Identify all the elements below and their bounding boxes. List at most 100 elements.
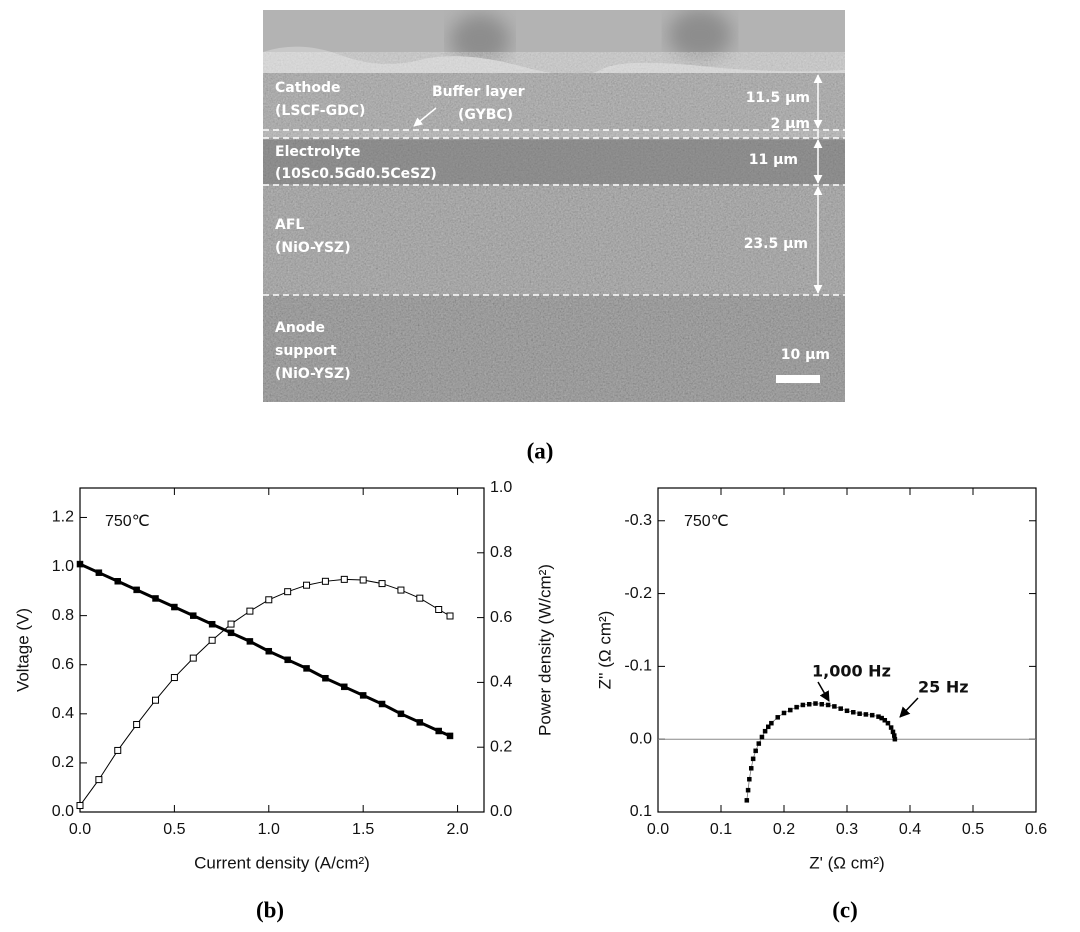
x-tick-label: 1.0 (258, 821, 280, 838)
x-tick-label: 0.0 (647, 821, 669, 838)
y-axis-title: Voltage (V) (13, 608, 32, 692)
dimension-arrows (413, 74, 823, 294)
marker (227, 629, 235, 637)
y-axis-title: Z'' (Ω cm²) (595, 611, 614, 690)
marker (378, 700, 386, 708)
layer-label: (NiO-YSZ) (275, 240, 351, 256)
marker (340, 575, 348, 583)
x-tick-label: 0.4 (899, 821, 921, 838)
marker (869, 712, 875, 718)
scale-bar-label: 10 μm (781, 347, 830, 363)
caption: (b) (256, 897, 284, 922)
y-tick-label: 0.2 (52, 754, 74, 771)
marker (284, 588, 292, 596)
x-axis-title: Z' (Ω cm²) (809, 853, 884, 872)
marker (759, 734, 765, 740)
x-axis-title: Current density (A/cm²) (194, 853, 370, 872)
y-tick-label: 0.8 (52, 607, 74, 624)
x-tick-label: 0.0 (69, 821, 91, 838)
layer-label: AFL (275, 217, 304, 233)
marker (435, 727, 442, 735)
marker (825, 702, 831, 708)
x-tick-label: 1.5 (352, 821, 374, 838)
marker (190, 612, 197, 619)
marker (133, 586, 140, 594)
marker (766, 724, 771, 730)
x-tick-label: 0.2 (773, 821, 795, 838)
marker (397, 586, 405, 594)
marker (769, 720, 774, 726)
marker (114, 578, 122, 585)
layer-label: Buffer layer (432, 84, 525, 100)
annotation: 750℃ (105, 513, 150, 530)
marker (227, 620, 235, 628)
y-tick-label: 0.0 (52, 803, 74, 820)
marker (748, 766, 754, 771)
marker (133, 721, 141, 729)
marker (76, 560, 84, 568)
marker (95, 569, 103, 576)
sem-image: Cathode (LSCF-GDC) Buffer layer (GYBC) E… (263, 10, 845, 402)
marker (851, 710, 856, 715)
marker (397, 710, 405, 718)
layer-label: Cathode (275, 80, 341, 96)
marker (322, 674, 329, 682)
series-line (79, 578, 451, 806)
layer-label: (NiO-YSZ) (275, 366, 351, 382)
annotation-arrow (899, 697, 919, 718)
marker (888, 725, 894, 730)
layer-label: support (275, 343, 337, 359)
marker (775, 715, 780, 720)
y-tick-label: 0.0 (630, 730, 652, 747)
y-tick-label: -0.1 (624, 658, 652, 675)
sem-smooth (263, 140, 845, 184)
sem-texture (263, 52, 845, 402)
thickness-label: 11 μm (749, 152, 798, 168)
y-tick-label: -0.2 (624, 585, 652, 602)
marker (446, 732, 454, 740)
marker (819, 701, 825, 707)
marker (863, 712, 869, 717)
marker (844, 708, 850, 714)
marker (745, 787, 751, 793)
y-tick-label: 0.6 (52, 656, 74, 673)
marker (152, 595, 159, 602)
marker (744, 798, 750, 803)
layer-label: (10Sc0.5Gd0.5CeSZ) (275, 166, 437, 182)
y-tick-label: -0.3 (624, 512, 652, 529)
marker (806, 701, 812, 707)
marker (95, 776, 103, 784)
x-tick-label: 0.5 (163, 821, 185, 838)
marker (208, 636, 216, 644)
marker (76, 802, 84, 810)
marker (885, 720, 891, 726)
plot-frame (657, 487, 1037, 813)
marker (800, 702, 806, 708)
marker (265, 596, 273, 604)
marker (446, 612, 454, 620)
marker (750, 756, 756, 762)
plot-frame (79, 487, 485, 813)
marker (303, 665, 310, 672)
annotation: 1,000 Hz (812, 662, 891, 681)
y2-tick-label: 0.6 (490, 609, 512, 626)
marker (170, 674, 178, 682)
y-tick-label: 1.0 (52, 558, 74, 575)
marker (882, 718, 888, 723)
thickness-label: 2 μm (770, 116, 810, 132)
layer-label: Anode (275, 320, 325, 336)
x-tick-label: 0.5 (962, 821, 984, 838)
y-tick-label: 1.2 (52, 509, 74, 526)
annotation: 25 Hz (918, 678, 969, 697)
marker (152, 696, 160, 704)
marker (416, 719, 424, 726)
marker (832, 704, 837, 709)
marker (189, 654, 197, 662)
marker (359, 692, 367, 699)
x-tick-label: 0.6 (1025, 821, 1047, 838)
marker (857, 711, 862, 716)
pointer-arrow (413, 107, 437, 127)
caption: (c) (832, 897, 858, 922)
marker (265, 647, 273, 655)
marker (813, 701, 818, 706)
